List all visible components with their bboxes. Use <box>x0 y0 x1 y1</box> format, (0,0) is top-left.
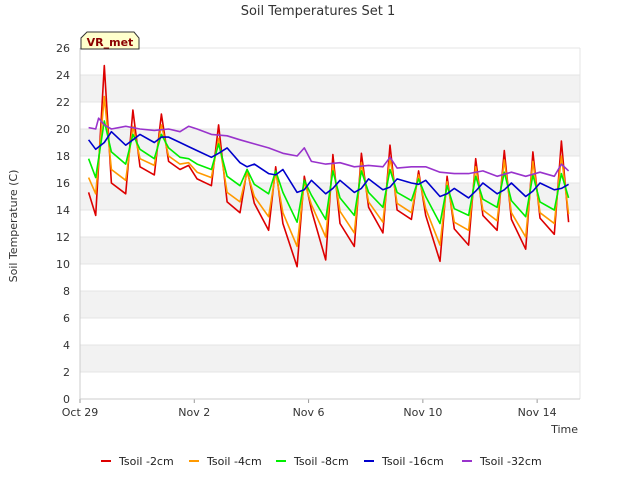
series-lines <box>87 64 570 268</box>
x-axis-ticks: Oct 29 Nov 2 Nov 6 Nov 10 Nov 14 <box>62 399 557 419</box>
series-line-3 <box>87 120 570 225</box>
grid-band <box>80 237 580 264</box>
y-axis-label: Soil Temperature (C) <box>7 170 20 283</box>
y-tick-label: 0 <box>63 393 70 406</box>
y-tick-label: 22 <box>56 96 70 109</box>
badge-label: VR_met <box>87 36 134 49</box>
series-line-5 <box>88 117 570 178</box>
grid-bands <box>80 47 581 400</box>
legend-label: Tsoil -8cm <box>293 455 349 468</box>
series-line-4 <box>87 130 569 199</box>
x-tick-label: Nov 6 <box>293 406 325 419</box>
legend-label: Tsoil -16cm <box>381 455 444 468</box>
x-tick-label: Nov 14 <box>518 406 557 419</box>
y-tick-label: 26 <box>56 42 70 55</box>
chart-title: Soil Temperatures Set 1 <box>241 4 396 19</box>
legend: Tsoil -2cm Tsoil -4cm Tsoil -8cm Tsoil -16c… <box>101 455 542 468</box>
y-tick-label: 10 <box>56 258 70 271</box>
y-tick-label: 18 <box>56 150 70 163</box>
x-tick-label: Nov 10 <box>403 406 442 419</box>
site-badge: VR_met <box>80 31 140 50</box>
grid-band <box>80 291 580 318</box>
grid-band <box>80 345 580 372</box>
legend-label: Tsoil -4cm <box>206 455 262 468</box>
x-tick-label: Oct 29 <box>62 406 99 419</box>
legend-label: Tsoil -2cm <box>118 455 174 468</box>
y-tick-label: 12 <box>56 231 70 244</box>
y-tick-label: 20 <box>56 123 70 136</box>
grid-band <box>80 75 580 102</box>
y-tick-label: 8 <box>63 285 70 298</box>
y-tick-label: 6 <box>63 312 70 325</box>
y-tick-label: 24 <box>56 69 70 82</box>
legend-label: Tsoil -32cm <box>479 455 542 468</box>
y-tick-label: 16 <box>56 177 70 190</box>
x-tick-label: Nov 2 <box>178 406 210 419</box>
x-axis-label: Time <box>550 423 578 436</box>
badge-box <box>80 31 140 50</box>
y-tick-label: 4 <box>63 339 70 352</box>
y-tick-label: 2 <box>63 366 70 379</box>
y-tick-label: 14 <box>56 204 70 217</box>
